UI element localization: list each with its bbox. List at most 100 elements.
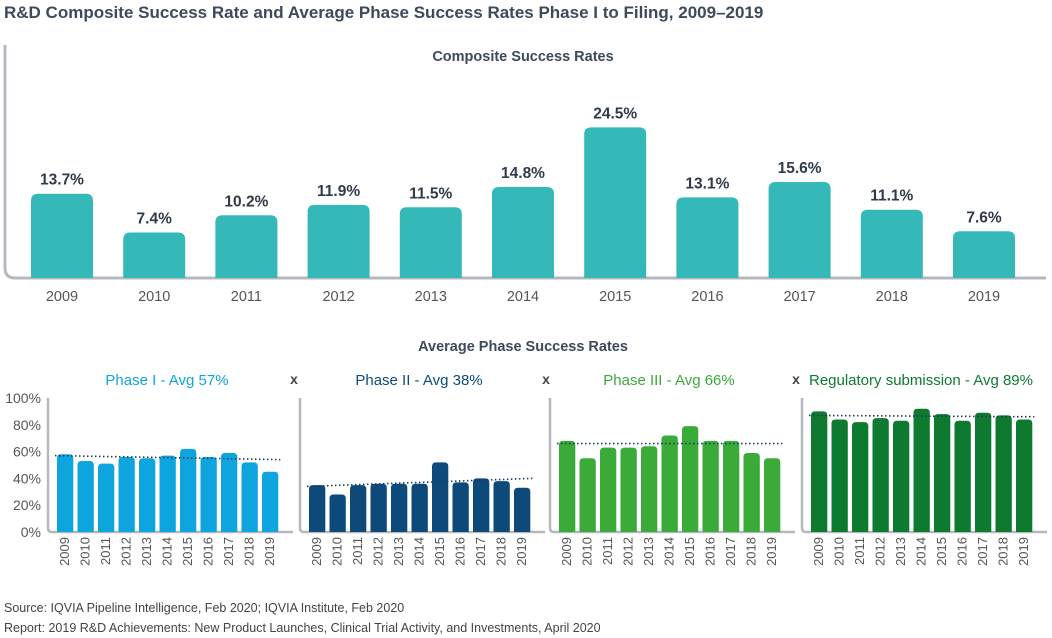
phase-bar — [77, 460, 94, 532]
phase-bar — [702, 440, 719, 532]
phase-panel: Regulatory submission - Avg 89% 2009 2010 2… — [800, 372, 1047, 566]
phase-x-tick: 2014 — [914, 537, 929, 566]
phase-x-tick: 2011 — [350, 537, 365, 565]
composite-bar — [399, 207, 462, 278]
composite-bar — [123, 232, 186, 278]
phase-x-tick: 2018 — [242, 537, 257, 566]
y-tick-label: 0% — [21, 524, 41, 540]
composite-value-label: 11.1% — [870, 188, 913, 205]
phase-x-tick: 2009 — [811, 537, 826, 566]
phase-x-tick: 2018 — [494, 537, 509, 566]
phase-bar — [221, 452, 238, 532]
phase-x-tick: 2013 — [391, 537, 406, 566]
composite-x-tick: 2016 — [691, 289, 723, 305]
phase-x-tick: 2016 — [955, 537, 970, 566]
phase-x-tick: 2013 — [139, 537, 154, 566]
phase-x-tick: 2018 — [996, 537, 1011, 566]
phase-bar — [350, 485, 367, 532]
phase-y-axis: 0% 20% 40% 60% 80% 100% — [5, 390, 41, 540]
trend-line — [808, 414, 1035, 418]
phase-x-tick: 2013 — [893, 537, 908, 566]
panel-axis — [46, 398, 293, 534]
phase-x-tick: 2017 — [473, 537, 488, 566]
phase-x-tick: 2018 — [744, 537, 759, 566]
phase-x-tick: 2010 — [330, 537, 345, 566]
composite-x-tick: 2017 — [783, 289, 815, 305]
phase-bar — [370, 483, 387, 532]
composite-value-label: 11.9% — [317, 183, 360, 200]
phase-x-tick: 2012 — [371, 537, 386, 566]
composite-value-label: 7.6% — [966, 209, 1002, 226]
phase-bar — [432, 462, 449, 532]
phase-panel: Phase I - Avg 57% x 2009 2010 2011 2012 2013 20… — [46, 371, 298, 566]
y-tick-label: 40% — [13, 470, 41, 486]
phase-x-tick: 2014 — [160, 537, 175, 566]
phase-x-tick: 2014 — [662, 537, 677, 566]
composite-bar — [768, 182, 831, 278]
trend-line — [306, 477, 533, 488]
panel-separator: x — [792, 371, 800, 387]
phase-bar — [241, 462, 258, 532]
phase-x-tick: 2017 — [723, 537, 738, 566]
panel-axis — [548, 398, 795, 534]
phase-panels: Phase I - Avg 57% x 2009 2010 2011 2012 2013 20… — [46, 371, 1047, 566]
phase-bar — [180, 448, 197, 532]
phase-bar — [954, 420, 971, 532]
phase-panel-title: Phase III - Avg 66% — [603, 372, 734, 389]
phase-bar — [600, 447, 617, 532]
phase-x-tick: 2013 — [641, 537, 656, 566]
phase-x-tick: 2011 — [852, 537, 867, 565]
composite-value-label: 11.5% — [409, 185, 452, 202]
panel-separator: x — [542, 371, 550, 387]
phase-x-tick: 2010 — [832, 537, 847, 566]
composite-x-tick: 2019 — [968, 289, 1000, 305]
composite-bar — [676, 197, 739, 278]
trend-line — [54, 454, 281, 461]
y-tick-label: 80% — [13, 417, 41, 433]
phase-bar — [139, 458, 156, 532]
phase-bar — [391, 483, 408, 532]
phase-bar — [493, 481, 510, 532]
phase-bar — [872, 418, 889, 532]
composite-bar — [307, 204, 370, 278]
phase-x-tick: 2015 — [180, 537, 195, 566]
composite-bar — [953, 231, 1015, 278]
phase-bar — [57, 454, 74, 532]
phase-x-tick: 2012 — [621, 537, 636, 566]
composite-bar — [860, 209, 923, 278]
composite-value-label: 15.6% — [778, 160, 822, 177]
composite-x-tick: 2015 — [599, 289, 631, 305]
composite-value-label: 7.4% — [137, 210, 173, 227]
composite-x-tick: 2018 — [876, 289, 908, 305]
phase-panel-title: Phase I - Avg 57% — [105, 372, 228, 389]
phase-x-tick: 2015 — [934, 537, 949, 566]
phase-bar — [620, 447, 637, 532]
composite-bar — [215, 215, 278, 278]
phase-bar — [159, 455, 176, 532]
phase-x-tick: 2016 — [453, 537, 468, 566]
panel-separator: x — [290, 371, 298, 387]
y-tick-label: 60% — [13, 444, 41, 460]
phase-bar — [893, 420, 910, 532]
phase-x-tick: 2009 — [559, 537, 574, 566]
phase-bar — [1016, 419, 1033, 532]
composite-value-label: 13.7% — [40, 172, 84, 189]
phase-x-tick: 2010 — [78, 537, 93, 566]
composite-x-tick: 2014 — [507, 289, 539, 305]
phase-bar — [743, 452, 760, 532]
phase-bar — [764, 458, 781, 532]
phase-group-title: Average Phase Success Rates — [418, 339, 628, 355]
phase-bar — [559, 440, 576, 532]
phase-bar — [473, 478, 490, 532]
phase-x-tick: 2016 — [703, 537, 718, 566]
y-tick-label: 100% — [5, 390, 41, 406]
composite-x-tick: 2010 — [138, 289, 170, 305]
phase-bar — [514, 487, 531, 532]
phase-x-tick: 2015 — [682, 537, 697, 566]
phase-bar — [913, 408, 930, 532]
phase-bar — [309, 485, 326, 532]
phase-panel: Phase III - Avg 66% x 2009 2010 2011 2012 2013… — [548, 371, 800, 566]
composite-bar — [31, 193, 93, 278]
panel-axis — [800, 398, 1047, 534]
